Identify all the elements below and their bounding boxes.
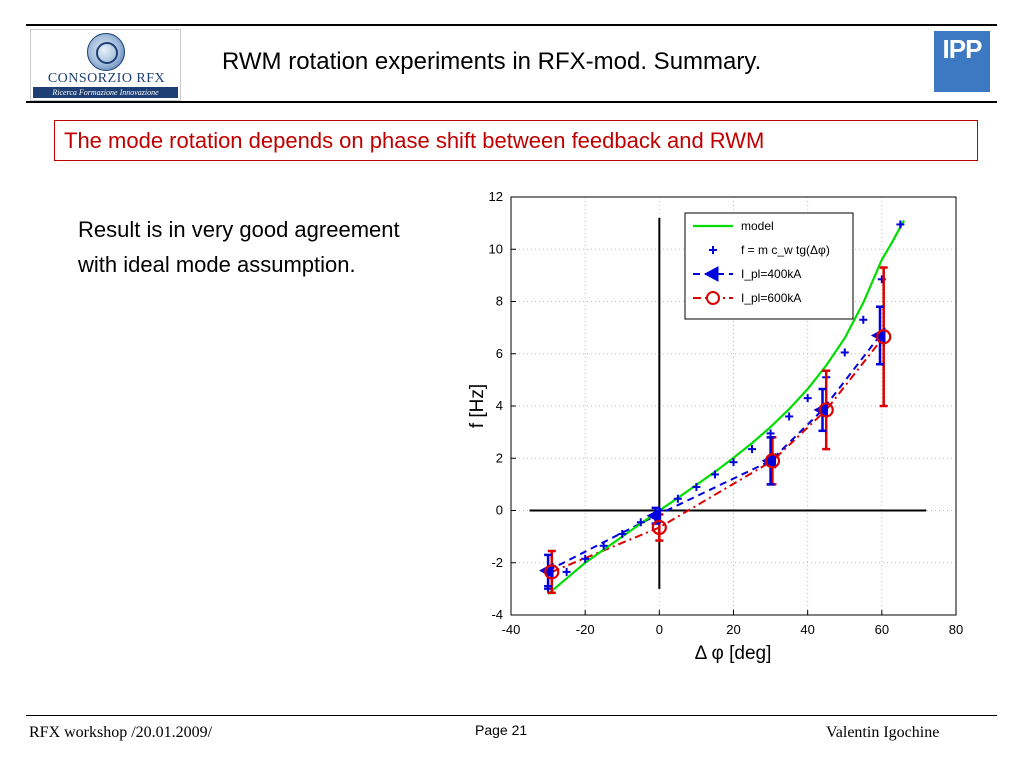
x-tick-label: 80 (949, 622, 963, 637)
y-tick-label: -2 (491, 555, 503, 570)
series-ipl400-point (646, 507, 662, 524)
page-title: RWM rotation experiments in RFX-mod. Sum… (222, 48, 762, 75)
series-layer (539, 219, 906, 595)
legend-model-label: model (741, 219, 774, 233)
x-axis-label: Δ φ [deg] (695, 643, 772, 664)
series-model-line (547, 219, 906, 595)
subtitle-box: The mode rotation depends on phase shift… (54, 120, 978, 161)
y-tick-label: 10 (489, 241, 503, 256)
consorzio-rfx-logo: CONSORZIO RFX Ricerca Formazione Innovaz… (30, 29, 181, 101)
x-tick-label: 20 (726, 622, 740, 637)
ipp-logo: IPP (934, 31, 990, 92)
series-ipl600-point (764, 453, 781, 469)
footer-page-number: Page 21 (475, 722, 528, 738)
y-tick-label: 8 (496, 294, 503, 309)
series-ipl600-point (876, 329, 892, 345)
legend-formula-label: f = m c_w tg(Δφ) (741, 243, 830, 257)
legend-ipl400-marker (703, 266, 719, 282)
series-ipl400-line (547, 334, 881, 572)
x-tick-label: 0 (656, 622, 663, 637)
legend-ipl600-marker (706, 291, 720, 305)
y-tick-label: -4 (491, 607, 503, 622)
legend-ipl600-label: I_pl=600kA (741, 291, 801, 305)
series-ipl400-point (761, 453, 777, 469)
y-tick-label: 4 (496, 398, 503, 413)
logo-right-name: IPP (942, 34, 983, 64)
y-tick-label: 2 (496, 450, 503, 465)
y-axis-label: f [Hz] (467, 384, 488, 428)
logo-left-tagline: Ricerca Formazione Innovazione (33, 87, 178, 98)
logo-left-name: CONSORZIO RFX (47, 71, 166, 86)
subtitle-text: The mode rotation depends on phase shift… (64, 128, 765, 153)
footer-rule (26, 715, 997, 716)
header-top-rule (26, 24, 997, 26)
y-tick-label: 6 (496, 346, 503, 361)
y-tick-label: 12 (489, 189, 503, 204)
header-bottom-rule (26, 101, 997, 103)
chart-legend: model f = m c_w tg(Δφ) I_pl=400kA I_pl=600k… (684, 212, 854, 320)
footer-author: Valentin Igochine (826, 724, 940, 741)
rfx-emblem-icon (87, 33, 125, 71)
x-tick-label: 40 (800, 622, 814, 637)
legend-ipl400-label: I_pl=400kA (741, 267, 801, 281)
x-tick-label: -20 (576, 622, 595, 637)
x-tick-label: 60 (875, 622, 889, 637)
series-ipl600-point (651, 519, 667, 536)
body-text: Result is in very good agreement with id… (78, 217, 400, 277)
footer-event: RFX workshop /20.01.2009/ (29, 724, 213, 741)
y-tick-label: 0 (496, 503, 503, 518)
series-ipl600-point (818, 402, 834, 418)
series-ipl600-line (551, 336, 885, 573)
series-ipl600-point (544, 564, 560, 580)
x-tick-label: -40 (502, 622, 521, 637)
